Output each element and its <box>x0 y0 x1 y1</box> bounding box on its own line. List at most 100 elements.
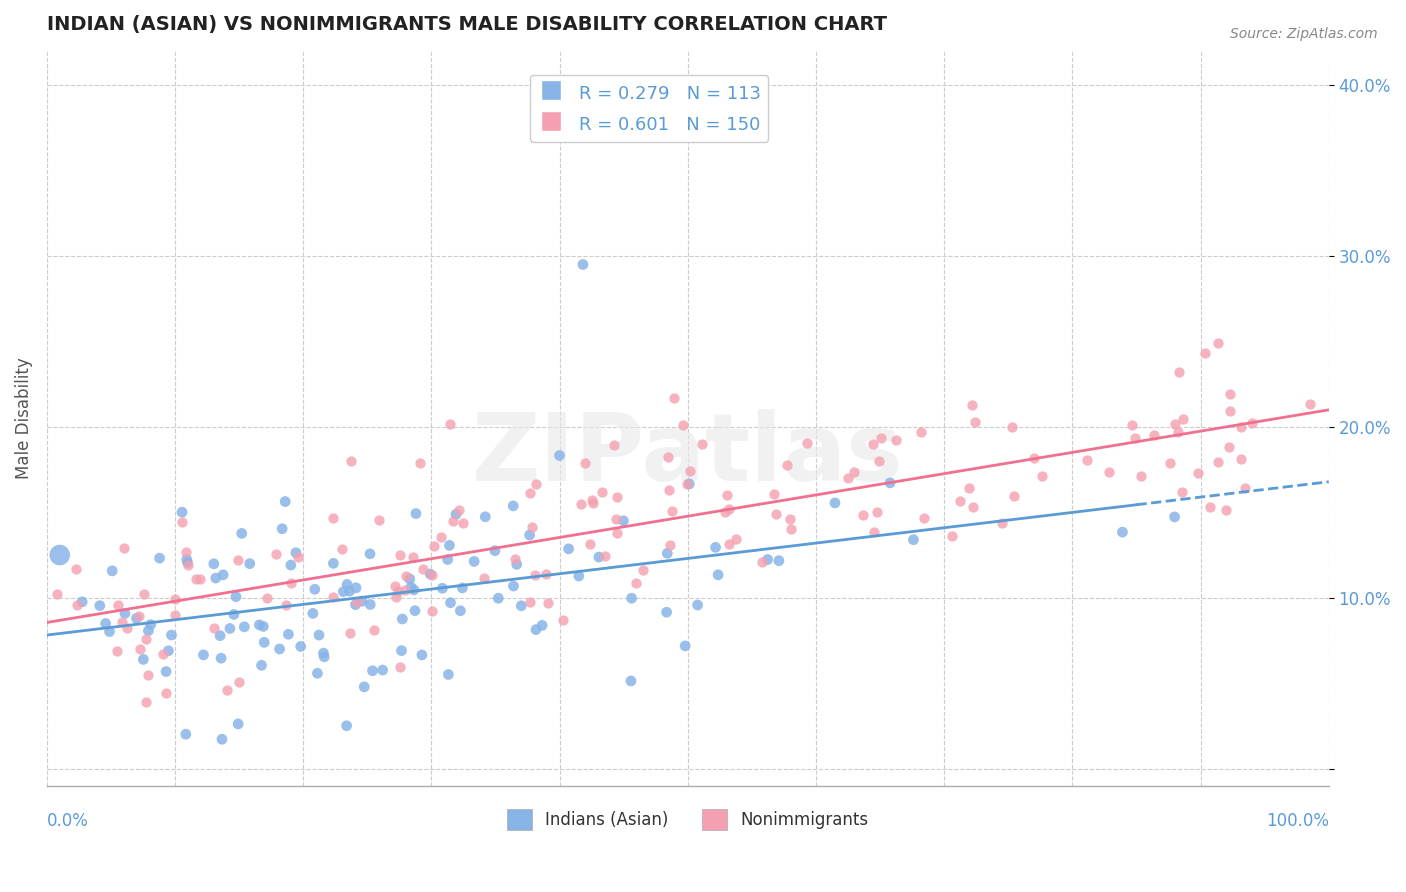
Point <box>128 609 150 624</box>
Point <box>226 717 249 731</box>
Point <box>519 594 541 608</box>
Point <box>339 626 361 640</box>
Point <box>439 538 461 552</box>
Point <box>910 425 932 440</box>
Point <box>359 598 381 612</box>
Point <box>231 526 253 541</box>
Point <box>1218 440 1240 454</box>
Point <box>439 417 461 432</box>
Point <box>204 571 226 585</box>
Point <box>284 546 307 560</box>
Point <box>960 398 983 412</box>
Point <box>1022 450 1045 465</box>
Point <box>361 664 384 678</box>
Point <box>239 557 262 571</box>
Point <box>1206 455 1229 469</box>
Point <box>1230 420 1253 434</box>
Point <box>174 545 197 559</box>
Point <box>371 663 394 677</box>
Point <box>353 680 375 694</box>
Point <box>132 587 155 601</box>
Y-axis label: Male Disability: Male Disability <box>15 358 32 479</box>
Point <box>225 590 247 604</box>
Point <box>125 611 148 625</box>
Point <box>879 475 901 490</box>
Point <box>941 529 963 543</box>
Point <box>344 598 367 612</box>
Point <box>114 607 136 621</box>
Point <box>658 483 681 497</box>
Point <box>768 554 790 568</box>
Point <box>605 512 627 526</box>
Point <box>128 642 150 657</box>
Point <box>188 573 211 587</box>
Point <box>46 587 69 601</box>
Point <box>336 719 359 733</box>
Point <box>548 449 571 463</box>
Point <box>502 499 524 513</box>
Point <box>391 643 413 657</box>
Point <box>780 522 803 536</box>
Point <box>534 566 557 581</box>
Point <box>436 552 458 566</box>
Point <box>290 640 312 654</box>
Point <box>1194 346 1216 360</box>
Point <box>620 591 643 606</box>
Point <box>70 595 93 609</box>
Point <box>176 552 198 566</box>
Point <box>304 582 326 597</box>
Point <box>824 496 846 510</box>
Point <box>274 494 297 508</box>
Point <box>330 542 353 557</box>
Point <box>1219 387 1241 401</box>
Point <box>581 492 603 507</box>
Point <box>228 675 250 690</box>
Point <box>519 486 541 500</box>
Text: 100.0%: 100.0% <box>1265 812 1329 830</box>
Point <box>676 476 699 491</box>
Point <box>519 528 541 542</box>
Point <box>65 598 87 612</box>
Point <box>1206 335 1229 350</box>
Point <box>572 258 595 272</box>
Point <box>307 666 329 681</box>
Point <box>776 458 799 473</box>
Point <box>1130 468 1153 483</box>
Point <box>346 595 368 609</box>
Point <box>388 660 411 674</box>
Point <box>155 665 177 679</box>
Point <box>209 629 232 643</box>
Point <box>673 639 696 653</box>
Point <box>506 558 529 572</box>
Point <box>111 615 134 629</box>
Point <box>280 576 302 591</box>
Point <box>280 558 302 573</box>
Point <box>157 644 180 658</box>
Point <box>419 567 441 582</box>
Point <box>593 549 616 563</box>
Point <box>94 616 117 631</box>
Point <box>359 547 381 561</box>
Point <box>574 457 596 471</box>
Point <box>837 470 859 484</box>
Point <box>866 505 889 519</box>
Point <box>704 541 727 555</box>
Point <box>117 621 139 635</box>
Text: 0.0%: 0.0% <box>46 812 89 830</box>
Point <box>1098 466 1121 480</box>
Point <box>430 530 453 544</box>
Point <box>48 548 70 562</box>
Point <box>385 590 408 604</box>
Point <box>1164 417 1187 431</box>
Point <box>603 438 626 452</box>
Point <box>1167 425 1189 439</box>
Point <box>384 579 406 593</box>
Point <box>149 551 172 566</box>
Point <box>606 490 628 504</box>
Point <box>432 582 454 596</box>
Point <box>659 538 682 552</box>
Point <box>1031 468 1053 483</box>
Text: ZIPatlas: ZIPatlas <box>472 409 904 501</box>
Point <box>551 613 574 627</box>
Point <box>582 496 605 510</box>
